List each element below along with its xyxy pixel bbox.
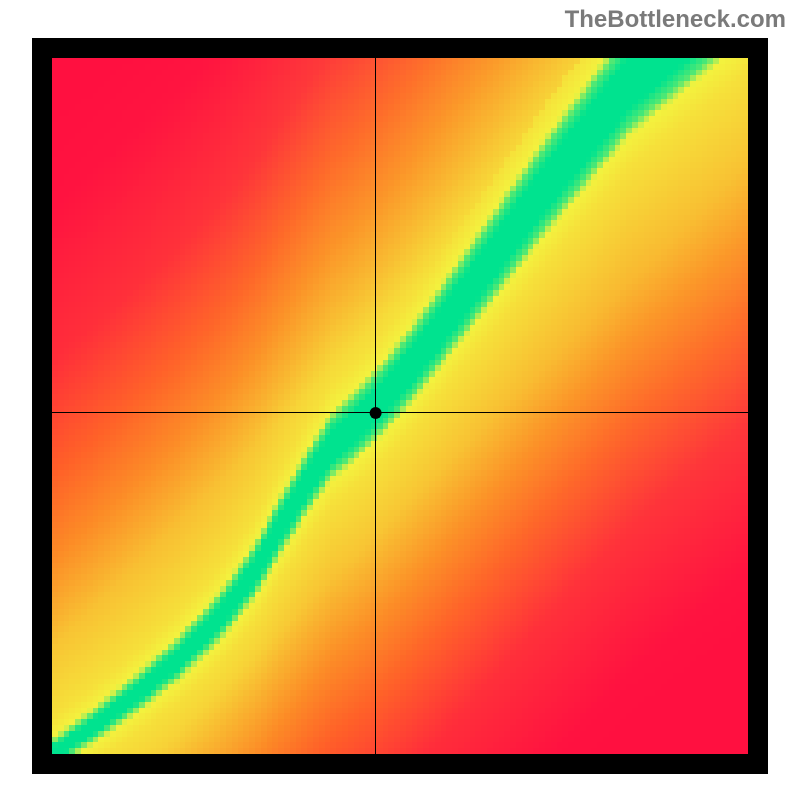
crosshair-marker <box>32 38 768 774</box>
watermark: TheBottleneck.com <box>565 6 786 34</box>
bottleneck-heatmap <box>32 38 768 774</box>
